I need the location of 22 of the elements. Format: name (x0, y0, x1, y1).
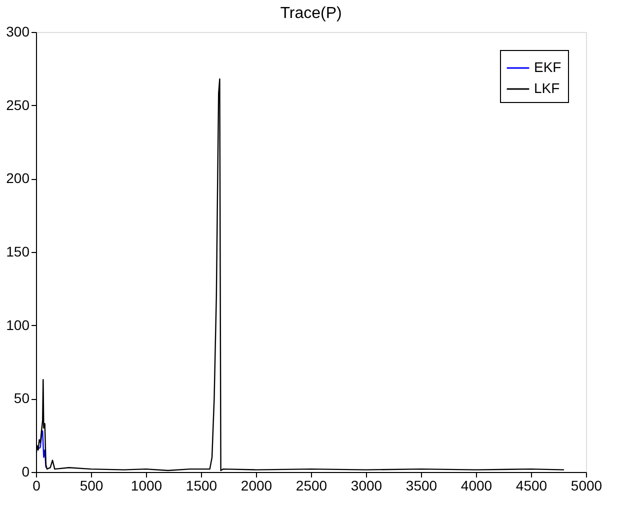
x-tick-label: 4500 (516, 478, 548, 494)
x-tick-label: 2500 (296, 478, 328, 494)
x-tick-label: 2000 (240, 478, 272, 494)
line-series (38, 430, 46, 468)
y-tick-label: 150 (6, 244, 30, 260)
y-tick-label: 300 (6, 24, 30, 40)
x-tick-label: 4000 (460, 478, 492, 494)
legend-label: EKF (534, 59, 562, 75)
x-tick-label: 3000 (350, 478, 382, 494)
x-tick-label: 1500 (186, 478, 218, 494)
y-tick-label: 200 (6, 170, 30, 186)
y-tick-label: 250 (6, 96, 30, 113)
x-tick-label: 5000 (570, 478, 602, 494)
x-tick-label: 0 (32, 478, 41, 494)
y-tick-label: 0 (22, 464, 30, 480)
x-tick-label: 3500 (406, 478, 438, 494)
x-tick-label: 1000 (130, 478, 162, 494)
y-tick-label: 100 (6, 316, 30, 333)
chart-title: Trace(P) (280, 5, 342, 22)
legend-label: LKF (534, 80, 560, 96)
x-tick-label: 500 (80, 478, 104, 494)
y-tick-label: 50 (14, 390, 30, 406)
